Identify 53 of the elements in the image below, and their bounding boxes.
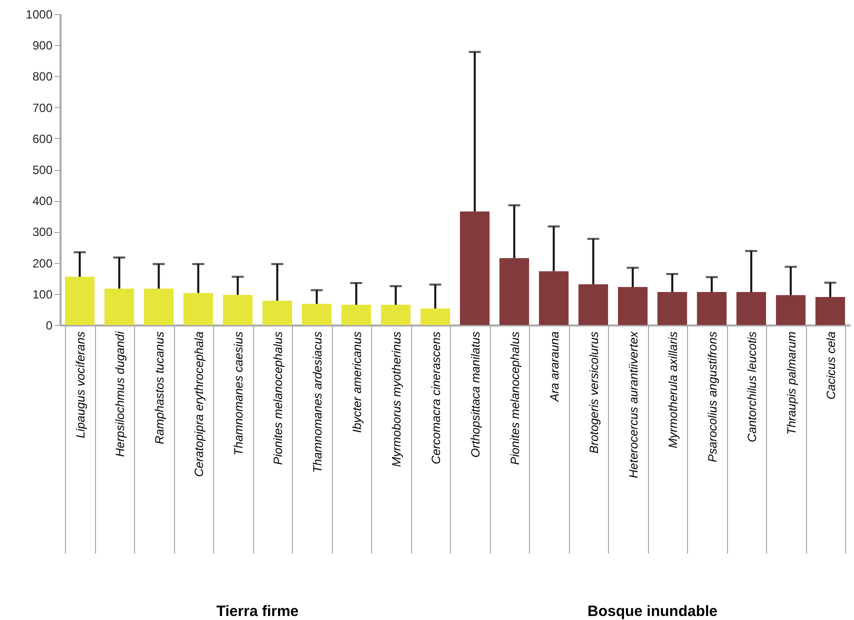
bar [618, 287, 648, 325]
text: Bosque inundable [587, 603, 718, 620]
y-tick-label: 400 [32, 194, 53, 208]
text: Tierra firme [216, 603, 299, 620]
y-tick-label: 0 [46, 318, 53, 332]
x-tick-label: Thraupis palmarum [784, 332, 798, 435]
bar [341, 304, 372, 325]
bar [262, 300, 292, 325]
bar [380, 304, 411, 325]
x-tick-label: Thamnomanes caesius [231, 332, 246, 456]
bar [499, 258, 530, 325]
bar [776, 295, 806, 325]
x-tick-label: Pionites melanocephalus [508, 332, 522, 465]
x-tick-label: Cacicus cela [824, 331, 838, 400]
y-tick-label: 100 [32, 287, 53, 302]
y-tick-label: 900 [32, 38, 53, 53]
x-tick-label: Ara ararauna [547, 331, 562, 403]
x-tick-label: Ibycter americanus [350, 332, 364, 433]
x-tick-label: Myrmotherula axillaris [666, 332, 680, 448]
x-tick-label: Orthopsittaca manilatus [468, 332, 482, 458]
bar [64, 276, 95, 325]
x-tick-label: Lipaugus vociferans [73, 332, 88, 438]
y-tick-label: 600 [32, 132, 53, 146]
bar [420, 308, 450, 325]
bar [696, 292, 727, 325]
x-tick-label: Thamnomanes ardesiacus [310, 332, 324, 473]
bar [104, 288, 134, 325]
x-tick-label: Heterocercus aurantiivertex [626, 330, 640, 478]
x-tick-label: Brotogeris versicolurus [586, 332, 601, 454]
y-tick-label: 800 [32, 70, 53, 84]
y-tick-label: 700 [32, 100, 53, 115]
x-tick-label: Herpsilochmus dugandi [112, 331, 127, 457]
x-tick-label: Myrmoborus myotherinus [389, 332, 404, 467]
bar [538, 271, 569, 325]
y-tick-label: 1000 [26, 8, 53, 22]
y-tick-label: 200 [32, 256, 53, 270]
x-tick-label: Psarocolius angustifrons [705, 332, 720, 462]
x-tick-label: Cantorchilus leucotis [744, 332, 759, 442]
bar [815, 297, 846, 325]
y-tick-label: 300 [32, 225, 53, 240]
bar [222, 294, 253, 325]
x-tick-label: Pionites melanocephalus [270, 332, 285, 465]
bar [302, 304, 332, 325]
bar [657, 292, 688, 325]
x-tick-label: Ramphastos tucanus [152, 332, 166, 444]
bar [736, 292, 766, 325]
bar [183, 292, 214, 325]
x-tick-label: Cercomacra cinerascens [428, 332, 443, 464]
bar [578, 284, 608, 325]
x-tick-label: Ceratopipra erythrocephala [192, 331, 206, 477]
bar [460, 211, 490, 325]
bar [144, 288, 174, 325]
y-tick-label: 500 [32, 163, 53, 177]
